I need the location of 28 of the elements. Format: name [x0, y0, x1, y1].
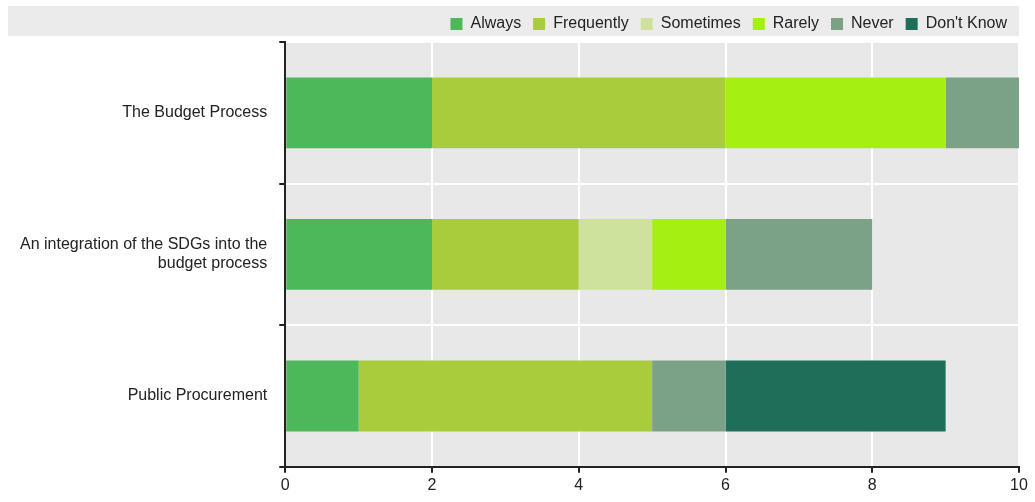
bar: [652, 219, 726, 290]
y-tick-label: An integration of the SDGs into the budget process: [19, 235, 268, 272]
bar: [578, 219, 653, 290]
y-tick-label: The Budget Process: [122, 103, 268, 121]
bar: [286, 77, 433, 149]
bar: [725, 77, 946, 149]
y-tick-label: Public Procurement: [127, 386, 268, 404]
x-tick-label: 6: [721, 475, 731, 493]
bar: [286, 219, 433, 290]
legend-label: Always: [470, 14, 522, 32]
legend-label: Sometimes: [660, 14, 741, 32]
legend-label: Rarely: [772, 14, 819, 32]
bar: [725, 219, 873, 290]
legend-label: Never: [851, 14, 895, 32]
bar: [652, 360, 726, 432]
legend-label: Frequently: [553, 14, 629, 32]
x-tick-label: 4: [574, 475, 584, 493]
x-tick-label: 8: [867, 475, 877, 493]
bar: [286, 360, 359, 432]
x-tick-label: 10: [1010, 475, 1028, 493]
bar: [945, 77, 1019, 149]
legend-label: Don't Know: [925, 14, 1008, 32]
bar: [432, 77, 726, 149]
bar: [432, 219, 579, 290]
x-tick-label: 2: [427, 475, 437, 493]
x-tick-label: 0: [280, 475, 290, 493]
bar: [358, 360, 653, 432]
bar: [725, 360, 946, 432]
